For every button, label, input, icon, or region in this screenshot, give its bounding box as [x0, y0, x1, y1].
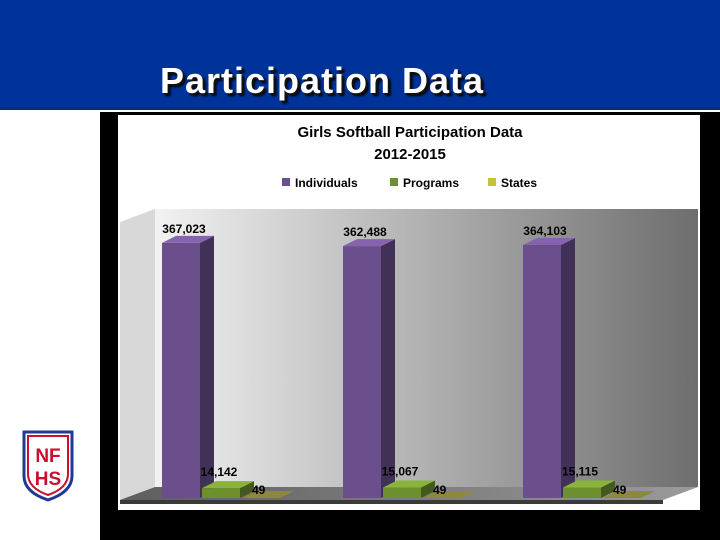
header-divider [0, 108, 720, 110]
svg-text:HS: HS [35, 469, 61, 490]
bar-front-face [523, 244, 561, 498]
bar-front-face [383, 487, 421, 498]
nfhs-logo-icon: NF HS [22, 430, 74, 502]
bar-side-face [381, 239, 395, 498]
bar-top-face [343, 239, 395, 247]
bar-front-face [162, 242, 200, 498]
chart-back-wall [155, 209, 698, 487]
bar-side-face [601, 480, 615, 498]
bar-side-face [240, 481, 254, 498]
svg-text:NF: NF [35, 446, 60, 467]
data-label-programs-2014-2015: 15,115 [562, 464, 598, 478]
chart-panel: Girls Softball Participation Data 2012-2… [100, 112, 720, 540]
data-label-programs-2012-2013: 14,142 [201, 465, 238, 479]
bar-front-face [202, 488, 240, 498]
legend-label-programs: Programs [403, 176, 459, 190]
chart: Girls Softball Participation Data 2012-2… [100, 112, 720, 540]
chart-subtitle: 2012-2015 [374, 146, 446, 163]
legend-swatch-individuals [282, 178, 290, 186]
data-label-states-2012-2013: 49 [252, 483, 266, 497]
chart-side-wall [120, 209, 155, 500]
legend-swatch-programs [390, 178, 398, 186]
bar-individuals-2013-2014 [343, 239, 395, 498]
bar-individuals-2012-2013 [162, 235, 214, 498]
bar-front-face [563, 487, 601, 498]
bar-top-face [202, 481, 254, 489]
legend-label-states: States [501, 176, 537, 190]
bar-top-face [523, 237, 575, 245]
bar-programs-2014-2015 [563, 480, 615, 498]
bar-side-face [421, 480, 435, 498]
x-tick-2013-2014: 2013-2014 [363, 517, 421, 531]
slide-header [0, 0, 720, 108]
data-label-programs-2013-2014: 15,067 [382, 465, 419, 479]
data-label-individuals-2014-2015: 364,103 [523, 224, 567, 238]
bar-top-face [563, 480, 615, 488]
bar-individuals-2014-2015 [523, 237, 575, 498]
bar-states-2012-2013 [242, 491, 294, 498]
bar-top-face [603, 491, 655, 498]
legend-swatch-states [488, 178, 496, 186]
data-label-individuals-2013-2014: 362,488 [343, 225, 387, 239]
legend-label-individuals: Individuals [295, 176, 358, 190]
chart-title: Girls Softball Participation Data [297, 124, 523, 141]
bar-side-face [561, 237, 575, 498]
bar-top-face [383, 480, 435, 488]
chart-floor-edge [120, 500, 663, 504]
bar-top-face [242, 491, 294, 498]
data-label-individuals-2012-2013: 367,023 [162, 222, 206, 236]
x-tick-2014-2015: 2014-2015 [543, 517, 601, 531]
bar-top-face [423, 491, 475, 498]
bar-programs-2013-2014 [383, 480, 435, 498]
data-label-states-2014-2015: 49 [613, 483, 627, 497]
bar-front-face [343, 246, 381, 498]
bar-top-face [162, 235, 214, 243]
slide-title: Participation Data [160, 60, 485, 101]
data-label-states-2013-2014: 49 [433, 483, 447, 497]
x-tick-2012-2013: 2012-2013 [182, 517, 240, 531]
bar-programs-2012-2013 [202, 481, 254, 498]
bar-states-2014-2015 [603, 491, 655, 498]
bar-states-2013-2014 [423, 491, 475, 498]
bar-side-face [200, 235, 214, 498]
